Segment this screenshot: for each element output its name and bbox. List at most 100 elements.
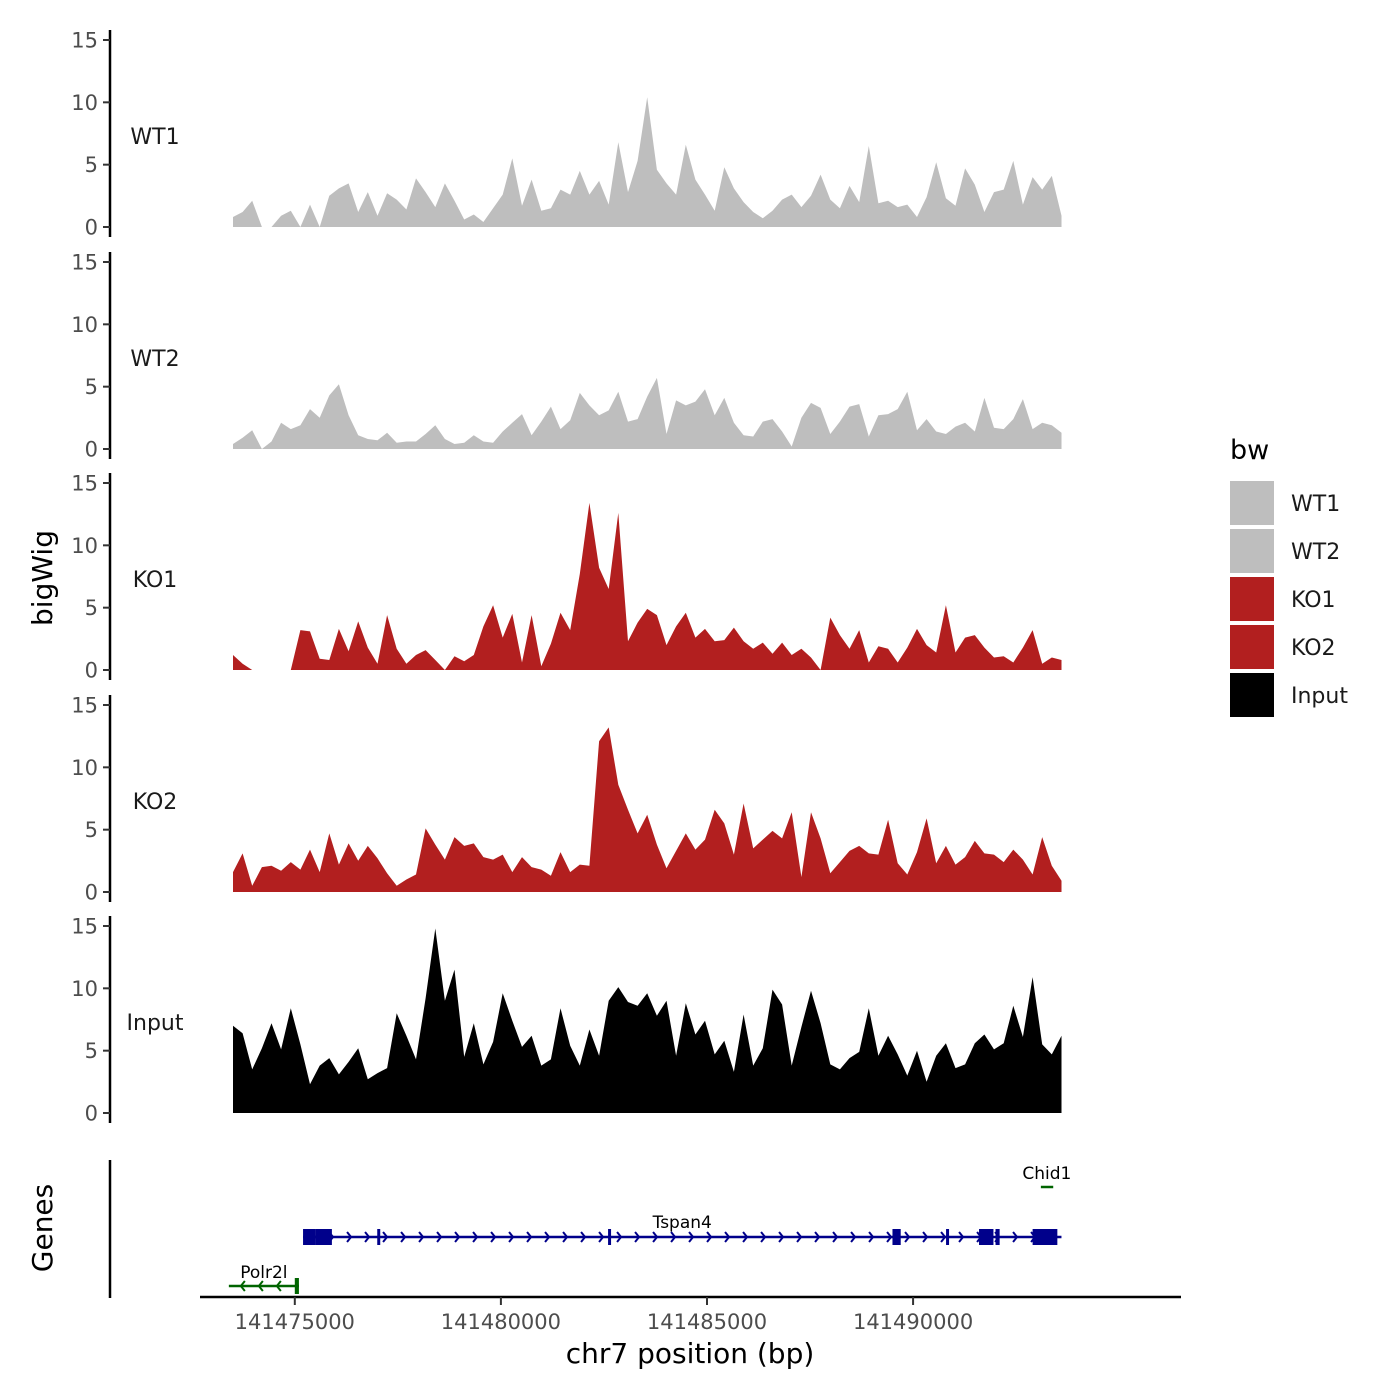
gene-exon xyxy=(315,1229,332,1245)
y-tick-label: 15 xyxy=(71,29,98,53)
strand-arrow xyxy=(436,1231,443,1243)
strand-arrow xyxy=(922,1231,929,1243)
genes-axis-title: Genes xyxy=(26,1184,59,1272)
legend-label-wt2: WT2 xyxy=(1291,540,1340,565)
legend-title: bw xyxy=(1230,435,1269,466)
strand-arrow xyxy=(886,1231,893,1243)
strand-arrow xyxy=(652,1231,659,1243)
coverage-area-ko2 xyxy=(233,727,1062,892)
y-tick-label: 5 xyxy=(85,818,98,842)
gene-polr2l: Polr2l xyxy=(228,1263,299,1294)
x-tick-label: 141475000 xyxy=(235,1310,355,1334)
y-tick-label: 0 xyxy=(85,659,98,683)
strand-arrow xyxy=(706,1231,713,1243)
strand-arrow xyxy=(472,1231,479,1243)
y-tick-label: 5 xyxy=(85,375,98,399)
strand-arrow xyxy=(580,1231,587,1243)
y-tick-label: 15 xyxy=(71,472,98,496)
strand-arrow xyxy=(418,1231,425,1243)
gene-exon xyxy=(946,1229,950,1245)
track-label-wt2: WT2 xyxy=(130,347,179,372)
strand-arrow xyxy=(688,1231,695,1243)
strand-arrow xyxy=(778,1231,785,1243)
legend-key-wt2 xyxy=(1230,529,1274,573)
track-label-ko1: KO1 xyxy=(133,568,178,593)
gene-label-tspan4: Tspan4 xyxy=(652,1213,712,1233)
x-axis-title: chr7 position (bp) xyxy=(566,1337,815,1370)
y-tick-label: 5 xyxy=(85,153,98,177)
strand-arrow xyxy=(382,1231,389,1243)
gene-exon xyxy=(1032,1229,1058,1245)
y-tick-label: 0 xyxy=(85,438,98,462)
strand-arrow xyxy=(598,1231,605,1243)
strand-arrow xyxy=(346,1231,353,1243)
strand-arrow xyxy=(796,1231,803,1243)
legend-label-wt1: WT1 xyxy=(1291,492,1340,517)
coverage-tracks: 0 5 10 15 WT1 0 5 10 15 WT2 0 5 10 15 KO1 0 5 10 15 KO2 0 5 10… xyxy=(71,29,1062,1126)
y-tick-label: 10 xyxy=(71,534,98,558)
x-axis: 141475000 141480000 141485000 141490000 xyxy=(200,1295,1181,1334)
legend-key-wt1 xyxy=(1230,481,1274,525)
strand-arrow xyxy=(832,1231,839,1243)
legend-label-ko2: KO2 xyxy=(1291,636,1336,661)
coverage-area-input xyxy=(233,928,1062,1113)
y-tick-label: 5 xyxy=(85,1039,98,1063)
track-ko1: 0 5 10 15 KO1 xyxy=(71,472,1062,683)
y-tick-label: 15 xyxy=(71,694,98,718)
strand-arrow xyxy=(670,1231,677,1243)
track-input: 0 5 10 15 Input xyxy=(71,915,1062,1126)
strand-arrow xyxy=(634,1231,641,1243)
strand-arrow xyxy=(257,1280,264,1292)
strand-arrow xyxy=(490,1231,497,1243)
strand-arrow xyxy=(400,1231,407,1243)
legend-key-ko1 xyxy=(1230,577,1274,621)
gene-exon xyxy=(303,1229,316,1245)
legend: bw WT1 WT2 KO1 KO2 Input xyxy=(1230,435,1348,717)
gene-label-polr2l: Polr2l xyxy=(240,1263,287,1283)
legend-label-ko1: KO1 xyxy=(1291,588,1336,613)
gene-chid1: Chid1 xyxy=(1022,1164,1071,1189)
coverage-area-wt2 xyxy=(233,377,1062,449)
track-wt1: 0 5 10 15 WT1 xyxy=(71,29,1062,240)
strand-arrow xyxy=(850,1231,857,1243)
strand-arrow xyxy=(940,1231,947,1243)
strand-arrow xyxy=(562,1231,569,1243)
y-tick-label: 10 xyxy=(71,313,98,337)
strand-arrow xyxy=(544,1231,551,1243)
y-tick-label: 10 xyxy=(71,91,98,115)
genes-panel: Tspan4 Polr2l Chid1 xyxy=(108,1160,1071,1298)
y-tick-label: 0 xyxy=(85,216,98,240)
strand-arrow xyxy=(526,1231,533,1243)
strand-arrow xyxy=(508,1231,515,1243)
legend-key-input xyxy=(1230,673,1274,717)
track-label-ko2: KO2 xyxy=(133,790,178,815)
gene-exon xyxy=(892,1229,901,1245)
track-label-wt1: WT1 xyxy=(130,125,179,150)
coverage-area-ko1 xyxy=(233,502,1062,670)
strand-arrow xyxy=(724,1231,731,1243)
y-tick-label: 10 xyxy=(71,977,98,1001)
gene-exon xyxy=(995,1229,1000,1245)
x-tick-label: 141490000 xyxy=(853,1310,973,1334)
x-tick-label: 141485000 xyxy=(647,1310,767,1334)
coverage-area-wt1 xyxy=(233,97,1062,227)
strand-arrow xyxy=(760,1231,767,1243)
y-tick-label: 15 xyxy=(71,251,98,275)
y-tick-label: 0 xyxy=(85,881,98,905)
y-axis-title: bigWig xyxy=(26,530,59,626)
y-tick-label: 15 xyxy=(71,915,98,939)
strand-arrow xyxy=(454,1231,461,1243)
track-ko2: 0 5 10 15 KO2 xyxy=(71,694,1062,905)
gene-tspan4: Tspan4 xyxy=(303,1213,1062,1245)
strand-arrow xyxy=(904,1231,911,1243)
strand-arrow xyxy=(868,1231,875,1243)
strand-arrow xyxy=(1012,1231,1019,1243)
gene-label-chid1: Chid1 xyxy=(1022,1164,1071,1184)
gene-exon xyxy=(377,1229,381,1245)
track-label-input: Input xyxy=(127,1011,184,1036)
legend-key-ko2 xyxy=(1230,625,1274,669)
strand-arrow xyxy=(364,1231,371,1243)
legend-label-input: Input xyxy=(1291,684,1348,709)
strand-arrow xyxy=(616,1231,623,1243)
